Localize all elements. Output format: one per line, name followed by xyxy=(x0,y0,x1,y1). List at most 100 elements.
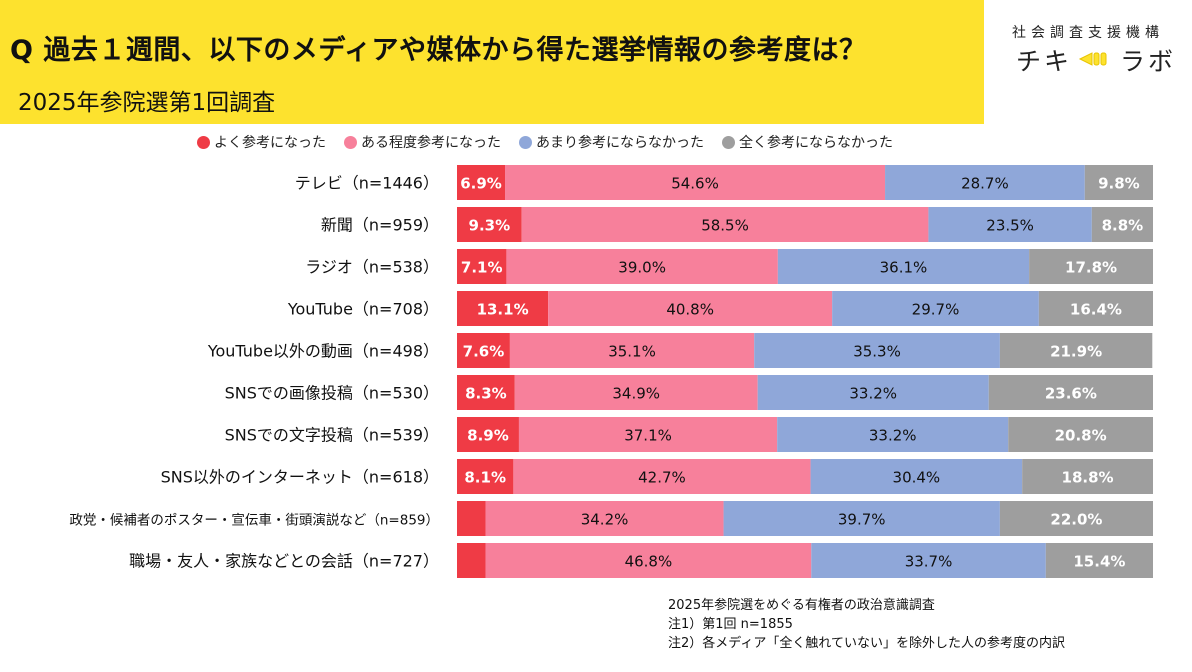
bar-segment xyxy=(757,375,989,410)
data-label: 8.3% xyxy=(465,385,507,403)
data-label: 23.6% xyxy=(1045,385,1097,403)
bar-segment xyxy=(1045,543,1153,578)
data-label: 8.9% xyxy=(467,427,509,445)
data-label: 21.9% xyxy=(1050,343,1102,361)
bar-segment xyxy=(513,459,811,494)
legend-item-somewhat-helpful: ある程度参考になった xyxy=(344,132,501,152)
bar-segment xyxy=(457,291,549,326)
data-label: 39.0% xyxy=(618,259,666,277)
bar-segment xyxy=(521,207,929,242)
legend-swatch xyxy=(344,135,357,149)
bar-segment xyxy=(457,375,515,410)
category-label: SNSでの画像投稿（n=530） xyxy=(225,384,439,403)
data-label: 9.8% xyxy=(1098,175,1140,193)
bar-segment xyxy=(457,459,514,494)
bar-segment xyxy=(777,417,1009,452)
bar-segment xyxy=(1022,459,1153,494)
legend-swatch xyxy=(722,135,735,149)
bar-segment xyxy=(1091,207,1153,242)
bar-segment xyxy=(885,165,1085,200)
bar-segment xyxy=(1029,249,1153,284)
data-label: 23.5% xyxy=(986,217,1034,235)
brand-name-left: チキ xyxy=(1016,47,1073,76)
bar-segment xyxy=(999,333,1153,368)
chart-title: Q 過去１週間、以下のメディアや媒体から得た選挙情報の参考度は？ xyxy=(10,35,867,66)
data-label: 15.4% xyxy=(1073,553,1125,571)
data-label: 33.2% xyxy=(849,385,897,403)
category-label: YouTube以外の動画（n=498） xyxy=(207,342,439,361)
bar-segment xyxy=(457,333,510,368)
data-label: 8.8% xyxy=(1102,217,1144,235)
bar-segment xyxy=(457,249,507,284)
title-banner: Q 過去１週間、以下のメディアや媒体から得た選挙情報の参考度は？ 2025年参院… xyxy=(0,0,984,124)
bar-segment xyxy=(457,543,486,578)
legend-swatch xyxy=(519,135,532,149)
bar-segment xyxy=(509,333,755,368)
legend-item-not-very-helpful: あまり参考にならなかった xyxy=(519,132,704,152)
bar-segment xyxy=(777,249,1030,284)
data-label: 29.7% xyxy=(912,301,960,319)
bar-segment xyxy=(810,459,1023,494)
legend-swatch xyxy=(197,135,210,149)
data-label: 40.8% xyxy=(666,301,714,319)
brand-name-right: ラボ xyxy=(1120,47,1177,76)
category-label: 新聞（n=959） xyxy=(321,216,439,235)
bar-segment xyxy=(485,501,724,536)
legend-label: 全く参考にならなかった xyxy=(739,135,893,151)
legend-label: あまり参考にならなかった xyxy=(536,135,704,151)
data-label: 46.8% xyxy=(625,553,673,571)
bar-segment xyxy=(485,543,812,578)
brand-logo: チキ ラボ xyxy=(1016,42,1176,78)
data-label: 35.3% xyxy=(853,343,901,361)
data-label: 30.4% xyxy=(893,469,941,487)
bar-segment xyxy=(506,249,778,284)
legend-item-not-helpful-at-all: 全く参考にならなかった xyxy=(722,132,893,152)
megaphone-icon xyxy=(1078,46,1114,75)
bar-segment xyxy=(505,165,886,200)
bar-segment xyxy=(811,543,1046,578)
data-label: 35.1% xyxy=(608,343,656,361)
data-label: 16.4% xyxy=(1070,301,1122,319)
data-label: 22.0% xyxy=(1050,511,1102,529)
category-label: 政党・候補者のポスター・宣伝車・街頭演説など（n=859） xyxy=(69,513,439,529)
data-label: 34.2% xyxy=(581,511,629,529)
bar-segment xyxy=(514,375,758,410)
bar-segment xyxy=(988,375,1153,410)
footnotes: 2025年参院選をめぐる有権者の政治意識調査 注1）第1回 n=1855 注2）… xyxy=(668,596,1065,653)
data-label: 33.7% xyxy=(905,553,953,571)
data-label: 13.1% xyxy=(477,301,529,319)
bar-segment xyxy=(548,291,833,326)
data-label: 17.8% xyxy=(1065,259,1117,277)
legend-label: よく参考になった xyxy=(214,135,326,151)
data-label: 36.1% xyxy=(880,259,928,277)
data-label: 28.7% xyxy=(961,175,1009,193)
data-label: 9.3% xyxy=(469,217,511,235)
data-label: 39.7% xyxy=(838,511,886,529)
data-label: 20.8% xyxy=(1055,427,1107,445)
footnote-sample: 注1）第1回 n=1855 xyxy=(668,617,793,632)
category-label: 職場・友人・家族などとの会話（n=727） xyxy=(129,552,439,571)
data-label: 7.6% xyxy=(463,343,505,361)
category-label: ラジオ（n=538） xyxy=(305,258,439,277)
category-label: YouTube（n=708） xyxy=(287,300,439,319)
data-label: 37.1% xyxy=(624,427,672,445)
bar-segment xyxy=(999,501,1153,536)
bar-segment xyxy=(1038,291,1153,326)
bar-segment xyxy=(928,207,1092,242)
bar-segment xyxy=(723,501,1000,536)
data-label: 42.7% xyxy=(638,469,686,487)
category-label: テレビ（n=1446） xyxy=(295,174,439,193)
legend-label: ある程度参考になった xyxy=(361,135,501,151)
bar-segment xyxy=(457,417,519,452)
brand-org: 社会調査支援機構 xyxy=(1012,25,1164,41)
legend: よく参考になった ある程度参考になった あまり参考にならなかった 全く参考になら… xyxy=(197,132,893,152)
footnote-survey: 2025年参院選をめぐる有権者の政治意識調査 xyxy=(668,598,935,613)
data-label: 33.2% xyxy=(869,427,917,445)
data-label: 8.1% xyxy=(464,469,506,487)
bar-segment xyxy=(457,165,506,200)
footnote-exclusion: 注2）各メディア「全く触れていない」を除外した人の参考度の内訳 xyxy=(668,636,1065,651)
bar-segment xyxy=(832,291,1039,326)
bar-segment xyxy=(1084,165,1153,200)
category-label: SNSでの文字投稿（n=539） xyxy=(225,426,439,445)
